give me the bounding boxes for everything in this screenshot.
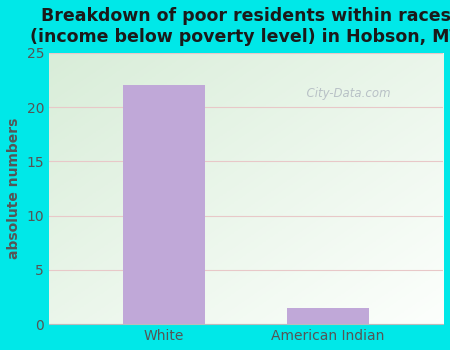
Y-axis label: absolute numbers: absolute numbers: [7, 118, 21, 259]
Bar: [123, 85, 205, 324]
Bar: [287, 308, 369, 324]
Text: City-Data.com: City-Data.com: [299, 87, 390, 100]
Title: Breakdown of poor residents within races
(income below poverty level) in Hobson,: Breakdown of poor residents within races…: [30, 7, 450, 46]
